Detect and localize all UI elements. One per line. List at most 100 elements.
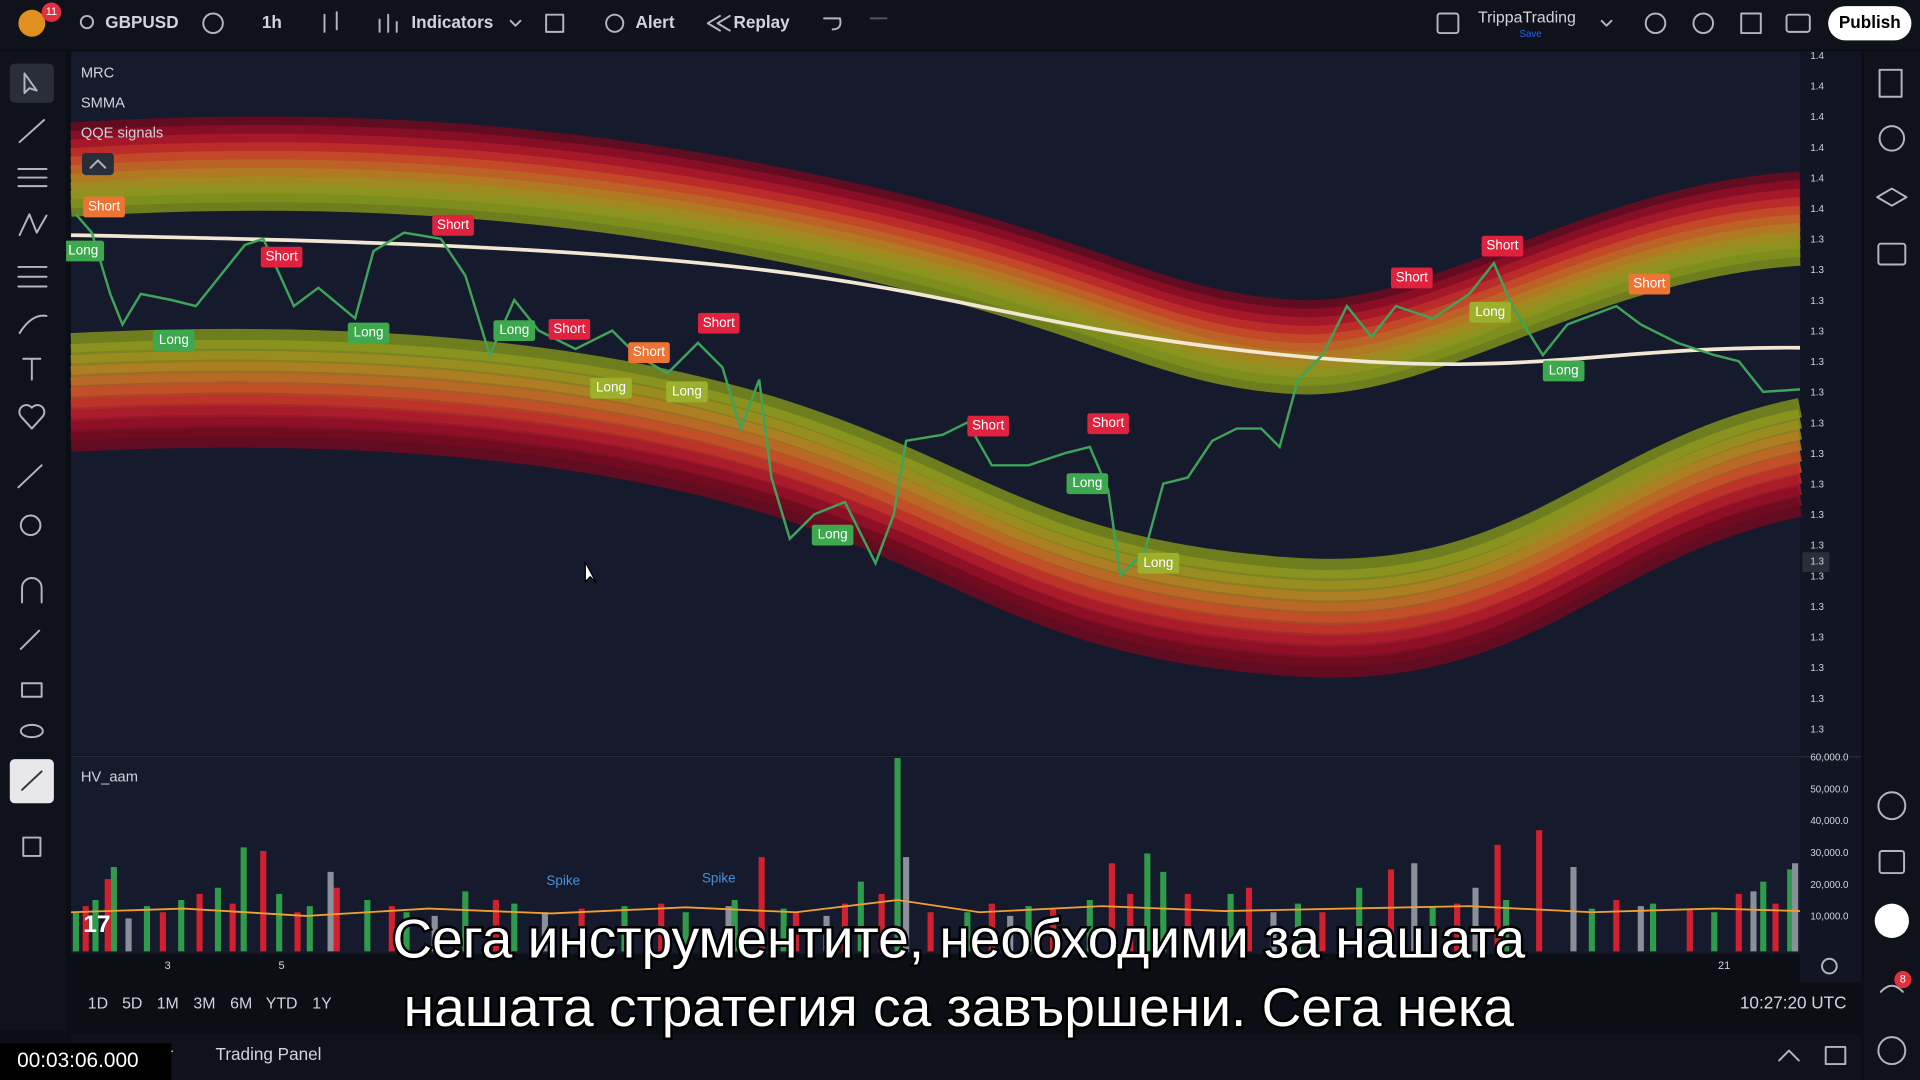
lock-tool[interactable] (21, 682, 43, 698)
range-button[interactable]: 1M (157, 995, 179, 1012)
range-button[interactable]: 5D (122, 995, 142, 1012)
signal-box (628, 342, 670, 364)
search-icon[interactable] (79, 14, 95, 30)
notification-badge (41, 2, 62, 23)
fullscreen-button[interactable] (1740, 12, 1762, 35)
signal-box (1087, 413, 1129, 435)
ideas-button[interactable] (1877, 791, 1907, 821)
maximize-panel[interactable] (1824, 1045, 1847, 1066)
replay-icon[interactable] (706, 14, 731, 32)
layouts-icon[interactable] (545, 13, 565, 33)
delete-tool[interactable] (22, 836, 42, 857)
alerts-button[interactable] (1878, 125, 1906, 152)
publish-button[interactable] (1828, 6, 1912, 41)
price-label: 1.3 (1810, 571, 1824, 582)
measure-tool[interactable] (17, 464, 43, 489)
volume-label: 60,000.0 (1810, 753, 1849, 764)
indicator-name[interactable]: QQE signals (81, 125, 163, 141)
signal-box (811, 524, 854, 546)
subtitle-line: Сега инструментите, необходими за нашата (392, 907, 1525, 969)
zoom-tool[interactable] (19, 514, 42, 537)
drawing-mode-tool[interactable] (19, 629, 41, 650)
undo-button[interactable] (823, 17, 842, 31)
add-symbol-button[interactable] (202, 12, 224, 35)
signal-button[interactable] (1879, 984, 1904, 993)
signal-label: Short (972, 418, 1004, 433)
signal-box (590, 377, 632, 399)
signal-label: Short (437, 217, 469, 232)
lower-band-layer (70, 406, 1802, 656)
trend-line-tool[interactable] (18, 119, 46, 144)
publish-label: Publish (1839, 12, 1901, 32)
snapshot-button[interactable] (1785, 13, 1811, 33)
bottom-tab[interactable]: Trading Panel (216, 1044, 322, 1064)
range-button[interactable]: YTD (266, 995, 298, 1012)
favorites-tool[interactable] (18, 404, 46, 430)
indicators-icon[interactable] (378, 13, 398, 33)
replay-button[interactable]: Replay (733, 12, 790, 32)
alert-icon[interactable] (605, 13, 625, 33)
pattern-tool[interactable] (18, 213, 48, 237)
range-button[interactable]: 1Y (312, 995, 332, 1012)
avatar[interactable] (18, 9, 46, 37)
volume-bars-down (82, 830, 1779, 952)
signal-box (1137, 552, 1180, 574)
volume-pane (71, 757, 1801, 954)
indicators-button[interactable]: Indicators (411, 12, 493, 32)
subtitle-line: нашата стратегия са завършени. Сега нека (404, 976, 1515, 1038)
lower-band-layer (70, 384, 1802, 634)
sidebar-badge (1894, 971, 1912, 989)
interval[interactable]: 1h (262, 12, 282, 32)
lower-band-layer (70, 328, 1802, 579)
alert-button[interactable]: Alert (636, 12, 675, 32)
dropdown-icon[interactable] (509, 19, 522, 27)
price-label: 1.3 (1810, 724, 1824, 735)
calendar-button[interactable] (1878, 850, 1906, 875)
lower-band-layer (70, 417, 1802, 667)
signal-labels: Short Long Short Short Long Long Long Short Shor… (62, 196, 1671, 574)
text-tool[interactable] (22, 357, 42, 381)
brush-tool[interactable] (18, 314, 48, 335)
hide-tool[interactable] (19, 723, 44, 739)
indicator-name[interactable]: SMMA (81, 95, 125, 111)
clock: 10:27:20 UTC (1740, 993, 1847, 1013)
help-button[interactable] (1877, 1036, 1907, 1066)
signal-label: Long (1072, 475, 1102, 490)
expand-panel[interactable] (1778, 1049, 1800, 1062)
signal-label: Short (703, 315, 735, 330)
price-label: 1.3 (1810, 418, 1824, 429)
price-label: 1.4 (1810, 51, 1824, 62)
indicator-name[interactable]: MRC (81, 65, 115, 81)
volume-average (70, 899, 1801, 917)
apps-button[interactable] (1874, 903, 1909, 938)
settings-icon[interactable] (1821, 957, 1838, 975)
layout-checkbox[interactable] (1436, 12, 1460, 35)
signal-label: Long (499, 322, 529, 337)
object-tree-button[interactable] (1876, 187, 1908, 207)
projection-tool[interactable] (17, 265, 48, 288)
layout-dropdown[interactable] (1600, 19, 1613, 27)
collapse-legend-button[interactable] (82, 153, 114, 176)
magnet-tool[interactable] (21, 576, 43, 604)
signal-label: Long (818, 527, 848, 542)
chats-button[interactable] (1877, 242, 1907, 266)
top-bar (0, 0, 1920, 49)
price-label: 1.4 (1810, 143, 1824, 154)
lower-band-layer (70, 350, 1802, 601)
quick-search[interactable] (1644, 12, 1667, 35)
layout-name[interactable]: TrippaTrading (1478, 10, 1576, 27)
signal-label: Long (1549, 363, 1579, 378)
signal-box (347, 322, 390, 344)
symbol[interactable]: GBPUSD (105, 12, 178, 32)
settings-button[interactable] (1692, 12, 1715, 35)
watchlist-button[interactable] (1878, 68, 1903, 98)
chart-type-icon[interactable] (323, 11, 338, 33)
range-button[interactable]: 1D (88, 995, 108, 1012)
range-button[interactable]: 3M (193, 995, 215, 1012)
range-button[interactable]: 6M (230, 995, 252, 1012)
price-label: 1.3 (1810, 541, 1824, 552)
signal-box (1542, 360, 1585, 382)
fib-tool[interactable] (17, 168, 48, 188)
signal-box (260, 246, 303, 268)
